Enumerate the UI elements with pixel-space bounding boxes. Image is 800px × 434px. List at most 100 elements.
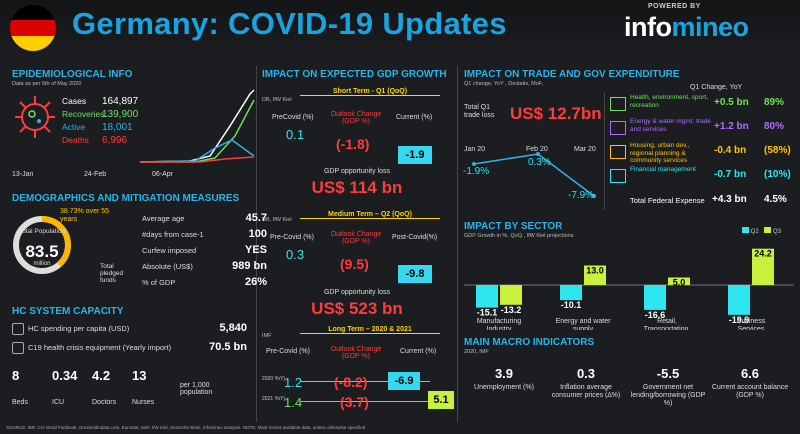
macro-item: 6.6 Current account balance (GDP %) bbox=[710, 366, 790, 400]
long-change-2021: (3.7) bbox=[340, 394, 369, 410]
epi-label: Active bbox=[62, 122, 86, 132]
sector-name: Business bbox=[737, 318, 766, 325]
macro-value: 0.3 bbox=[576, 366, 596, 381]
long-precovid-2021: 1.4 bbox=[284, 395, 303, 410]
long-line bbox=[300, 381, 430, 382]
long-current-2020: -6.9 bbox=[388, 372, 420, 390]
col-header: Pre-Covid (%) bbox=[266, 348, 310, 355]
long-change-2020: (-8.2) bbox=[334, 374, 368, 390]
macro-subtitle: 2020, IMF bbox=[464, 349, 489, 355]
expense-row: Housing, urban dev., regional planning &… bbox=[610, 142, 796, 164]
germany-flag-icon bbox=[10, 5, 56, 51]
expense-icon bbox=[610, 121, 626, 135]
demo-value: 989 bn bbox=[232, 260, 267, 272]
source-footnote: SOURCE: IMF, CIA Word Factbook, Ourworld… bbox=[6, 425, 366, 430]
trade-point: -1.9% bbox=[463, 166, 490, 177]
over-55-label: 38.73% over 55 years bbox=[60, 208, 110, 223]
demo-title: DEMOGRAPHICS AND MITIGATION MEASURES bbox=[12, 193, 240, 204]
infomineo-logo: infomineo bbox=[624, 12, 749, 42]
hc-icon bbox=[12, 342, 24, 354]
expense-value: +0.5 bn bbox=[714, 97, 749, 108]
capacity-item: 0.34 ICU bbox=[52, 368, 90, 406]
sector-bar-label: 24.2 bbox=[754, 249, 772, 259]
trade-subtitle: Q1 change, YoY , Destatis, MoF, bbox=[464, 81, 544, 87]
sector-bar-label: -19.9 bbox=[729, 315, 750, 325]
sector-bar bbox=[644, 285, 666, 310]
short-precovid: 0.1 bbox=[286, 127, 305, 142]
short-change: (-1.8) bbox=[336, 136, 370, 152]
hc-title: HC SYSTEM CAPACITY bbox=[12, 306, 124, 317]
total-expense-value: +4.3 bn bbox=[712, 194, 747, 205]
macro-label: Current account balance (GDP %) bbox=[711, 384, 789, 399]
col-header: PreCovid (%) bbox=[272, 114, 314, 121]
hc-icon bbox=[12, 323, 24, 335]
sector-bar bbox=[560, 285, 582, 301]
year-label: 2021 YoY) bbox=[262, 396, 286, 402]
macro-item: 0.3 Inflation average consumer prices (∆%… bbox=[546, 366, 626, 400]
month-label: Feb 20 bbox=[526, 146, 548, 153]
divider bbox=[457, 66, 458, 422]
expense-value: +1.2 bn bbox=[714, 121, 749, 132]
sector-legend: Q2 Q3 bbox=[742, 227, 781, 235]
short-current: -1.9 bbox=[398, 146, 432, 164]
legend-swatch bbox=[742, 227, 749, 233]
epi-title: EPIDEMIOLOGICAL INFO bbox=[12, 69, 133, 80]
expense-value: -0.4 bn bbox=[714, 145, 747, 156]
virus-icon bbox=[15, 96, 55, 138]
month-label: Jan 20 bbox=[464, 146, 486, 153]
legend-swatch bbox=[764, 227, 772, 233]
expense-label: Energy & water mgmt. trade and services bbox=[630, 118, 711, 133]
expense-pct: (58%) bbox=[764, 145, 791, 156]
sector-name: Transportation, bbox=[644, 326, 691, 330]
per-1000-label: per 1,000 population bbox=[180, 382, 213, 396]
gdp-title: IMPACT ON EXPECTED GDP GROWTH bbox=[262, 69, 447, 80]
trade-line-chart bbox=[472, 152, 596, 198]
capacity-item: 4.2 Doctors bbox=[92, 368, 130, 406]
demo-label: #days from case-1 bbox=[142, 230, 204, 239]
demo-value: 45.7 bbox=[245, 212, 267, 224]
sector-bar bbox=[728, 285, 750, 315]
expense-row: Health, environment, sport, recreation +0… bbox=[610, 94, 796, 116]
demo-value: 100 bbox=[248, 228, 267, 240]
population-label: Total Population bbox=[18, 228, 66, 235]
pledged-funds-label: Total pledged funds bbox=[100, 263, 124, 284]
expense-label: Health, environment, sport, recreation bbox=[630, 94, 709, 109]
demo-label: Curfew imposed bbox=[142, 246, 197, 255]
short-source: DB, IfW Kiel bbox=[262, 97, 292, 103]
sector-name: Services bbox=[738, 326, 765, 330]
hc-label: C19 health crisis equipment (Yearly impo… bbox=[28, 343, 172, 352]
date-label: 13-Jan bbox=[12, 171, 34, 178]
trade-point: -7.9% bbox=[568, 190, 595, 201]
population-donut bbox=[13, 216, 71, 274]
q1-change-header: Q1 Change, YoY bbox=[690, 84, 743, 91]
epi-value: 164,897 bbox=[102, 96, 139, 107]
col-header: Post-Covid(%) bbox=[392, 234, 438, 241]
expense-pct: 89% bbox=[764, 97, 785, 108]
powered-by-label: POWERED BY bbox=[648, 3, 701, 10]
epi-label: Recoveries bbox=[62, 109, 105, 119]
epi-value: 139,900 bbox=[102, 109, 139, 120]
macro-label: Unemployment (%) bbox=[474, 384, 534, 391]
col-header: Outlook Change (GDP %) bbox=[330, 111, 382, 125]
sector-bar-label: -15.1 bbox=[477, 308, 498, 318]
capacity-label: Doctors bbox=[92, 399, 117, 406]
capacity-value: 13 bbox=[132, 368, 147, 383]
sector-name: Industry bbox=[487, 326, 512, 330]
capacity-label: ICU bbox=[52, 399, 65, 406]
capacity-value: 8 bbox=[12, 368, 20, 383]
sector-bar bbox=[500, 285, 522, 305]
capacity-label: Nurses bbox=[132, 399, 155, 406]
macro-value: 6.6 bbox=[740, 366, 760, 381]
trade-point: 0.3% bbox=[528, 157, 551, 168]
demo-label: Average age bbox=[142, 214, 185, 223]
epi-asof: Data as per 6th of May 2020 bbox=[12, 81, 82, 87]
sector-name: Manufacturing bbox=[477, 318, 521, 325]
macro-title: MAIN MACRO INDICATORS bbox=[464, 337, 595, 348]
col-header: Current (%) bbox=[396, 114, 433, 121]
col-header: Pre-Covid (%) bbox=[270, 234, 314, 241]
epi-line-chart bbox=[140, 89, 255, 163]
trade-loss-label: Total Q1 trade loss bbox=[464, 104, 495, 119]
hc-label: HC spending per capita (USD) bbox=[28, 324, 130, 333]
demo-value: 26% bbox=[244, 276, 267, 288]
macro-item: 3.9 Unemployment (%) bbox=[464, 366, 544, 392]
